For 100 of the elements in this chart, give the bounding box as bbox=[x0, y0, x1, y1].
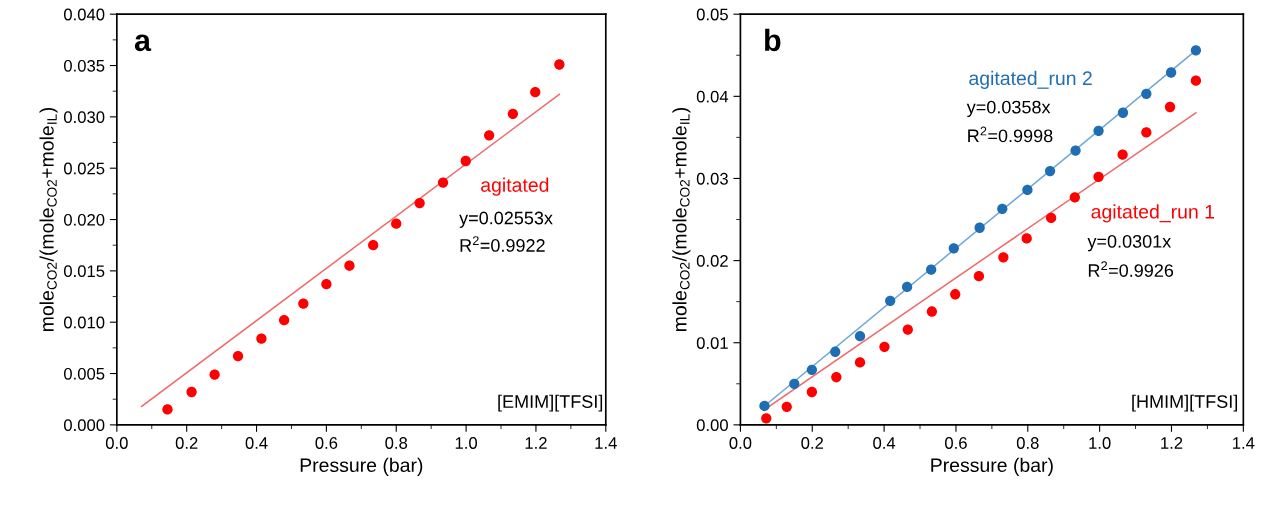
point bbox=[483, 130, 495, 141]
annotation: R$^{2}$=0.9926 bbox=[1088, 261, 1174, 277]
annotation: R$^{2}$=0.9922 bbox=[460, 236, 545, 252]
point bbox=[1093, 125, 1104, 136]
x-tick-label: 0.8 bbox=[1016, 437, 1039, 449]
x-axis-title: Pressure (bar) bbox=[931, 457, 1053, 476]
x-tick-label: 0.8 bbox=[385, 437, 408, 449]
y-tick-label: 0.00 bbox=[696, 419, 728, 432]
annotation: [EMIM][TFSI] bbox=[498, 394, 603, 412]
point bbox=[998, 252, 1009, 263]
y-tick-label: 0.035 bbox=[63, 59, 105, 72]
series-label: agitated bbox=[481, 177, 549, 196]
point bbox=[854, 357, 866, 368]
point bbox=[974, 222, 985, 233]
y-axis-title: mole$_{CO2}$/(mole$_{CO2}$+mole$_{IL}$) bbox=[672, 107, 691, 332]
point bbox=[530, 87, 541, 98]
y-axis-title: mole$_{CO2}$/(mole$_{CO2}$+mole$_{IL}$) bbox=[39, 107, 58, 332]
point bbox=[1117, 107, 1129, 118]
point bbox=[854, 331, 866, 342]
point bbox=[781, 401, 792, 412]
point bbox=[885, 295, 896, 306]
point bbox=[414, 197, 425, 209]
y-tick-label: 0.000 bbox=[63, 419, 105, 432]
point bbox=[830, 346, 841, 357]
point bbox=[460, 155, 471, 167]
point bbox=[789, 378, 800, 389]
point bbox=[759, 400, 770, 412]
point bbox=[256, 333, 267, 344]
y-tick-label: 0.02 bbox=[696, 255, 728, 267]
point bbox=[926, 264, 937, 275]
x-tick-label: 0.2 bbox=[175, 437, 198, 449]
y-tick-label: 0.05 bbox=[696, 8, 728, 21]
x-tick-label: 1.0 bbox=[455, 437, 478, 449]
point bbox=[948, 243, 959, 254]
point bbox=[1190, 75, 1202, 86]
x-tick-label: 1.0 bbox=[1089, 437, 1111, 449]
point bbox=[1070, 145, 1081, 156]
y-tick-label: 0.01 bbox=[696, 337, 728, 349]
x-tick-label: 0.4 bbox=[245, 437, 268, 449]
point bbox=[761, 413, 772, 424]
x-tick-label: 0.0 bbox=[105, 437, 128, 449]
point bbox=[298, 298, 309, 309]
point bbox=[1069, 192, 1080, 203]
point bbox=[368, 240, 379, 251]
y-tick-label: 0.020 bbox=[63, 213, 105, 226]
y-tick-label: 0.010 bbox=[63, 316, 105, 329]
x-tick-label: 0.6 bbox=[315, 437, 338, 449]
y-tick-label: 0.04 bbox=[696, 90, 729, 103]
annotation: y=0.0301x bbox=[1087, 235, 1172, 252]
point bbox=[1141, 88, 1152, 100]
x-axis-title: Pressure (bar) bbox=[300, 457, 423, 476]
point bbox=[973, 271, 985, 282]
point bbox=[391, 218, 402, 229]
point bbox=[806, 386, 818, 398]
point bbox=[209, 369, 220, 380]
point bbox=[831, 372, 842, 383]
annotation: R$^{2}$=0.9998 bbox=[968, 126, 1053, 143]
point bbox=[926, 306, 938, 317]
point bbox=[902, 324, 913, 335]
point bbox=[901, 281, 913, 293]
point bbox=[950, 289, 961, 300]
x-tick-label: 0.2 bbox=[801, 437, 823, 449]
x-tick-label: 1.4 bbox=[595, 437, 617, 449]
point bbox=[1117, 149, 1128, 160]
x-tick-label: 0.4 bbox=[873, 437, 896, 449]
point bbox=[554, 59, 565, 70]
point bbox=[186, 386, 197, 398]
point bbox=[321, 279, 332, 290]
point bbox=[437, 177, 449, 188]
series-label: agitated_run 2 bbox=[969, 70, 1092, 89]
point bbox=[806, 364, 818, 375]
point bbox=[1093, 171, 1104, 182]
point bbox=[879, 341, 890, 352]
y-tick-label: 0.005 bbox=[63, 367, 105, 380]
y-tick-label: 0.015 bbox=[63, 265, 105, 278]
point bbox=[162, 404, 173, 415]
x-tick-label: 1.4 bbox=[1233, 437, 1255, 449]
point bbox=[1164, 101, 1176, 113]
point bbox=[997, 203, 1008, 214]
annotation: y=0.0358x bbox=[966, 100, 1051, 118]
chart-title: a bbox=[134, 34, 152, 52]
y-tick-label: 0.025 bbox=[63, 162, 105, 175]
point bbox=[507, 108, 519, 119]
x-tick-label: 0.0 bbox=[729, 437, 752, 449]
point bbox=[1141, 127, 1152, 138]
point bbox=[1044, 165, 1056, 177]
point bbox=[1190, 45, 1202, 56]
y-tick-label: 0.040 bbox=[63, 8, 105, 21]
point bbox=[1165, 67, 1177, 78]
chart-title: b bbox=[765, 28, 781, 52]
y-tick-label: 0.030 bbox=[63, 111, 105, 124]
x-tick-label: 1.2 bbox=[525, 437, 547, 449]
point bbox=[1022, 184, 1033, 196]
point bbox=[1021, 233, 1032, 244]
x-tick-label: 0.6 bbox=[945, 437, 967, 449]
x-tick-label: 1.2 bbox=[1161, 437, 1183, 449]
point bbox=[1045, 212, 1057, 224]
point bbox=[344, 260, 355, 271]
annotation: y=0.02553x bbox=[459, 211, 553, 228]
series-label: agitated_run 1 bbox=[1091, 204, 1215, 223]
